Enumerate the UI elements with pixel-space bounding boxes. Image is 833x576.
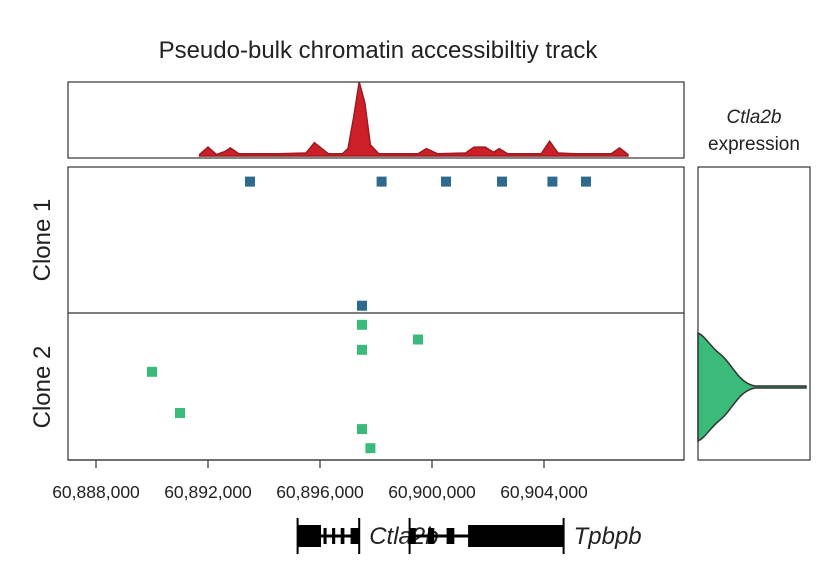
gene-0-exon — [332, 528, 336, 544]
gene-1-exon — [428, 528, 435, 544]
x-tick-label: 60,888,000 — [52, 482, 140, 502]
gene-label: Tpbpb — [574, 523, 642, 550]
clone-1-dot — [357, 300, 367, 311]
gene-0-exon — [323, 528, 327, 544]
x-axis-ticks: 60,888,000 60,892,000 60,896,000 60,900,000… — [52, 460, 588, 502]
violin-expression-label: expression — [708, 134, 800, 155]
track-frame — [67, 81, 685, 159]
clone-2-dot — [357, 344, 367, 355]
clone-2-label: Clone 2 — [29, 346, 56, 429]
clone-2-dot — [357, 424, 367, 435]
gene-0-exon — [297, 525, 321, 547]
violin-gene-label: Ctla2b — [727, 107, 782, 128]
gene-1-exon — [468, 525, 564, 547]
gene-1-exon — [409, 528, 416, 544]
clone-dots — [147, 176, 591, 454]
accessibility-track — [198, 81, 629, 157]
gene-0-exon — [340, 528, 345, 544]
clone-2-dot — [175, 408, 185, 418]
x-tick-label: 60,892,000 — [164, 482, 252, 502]
violin-frame — [697, 166, 811, 461]
clone-2-dot — [357, 319, 367, 330]
violin-body — [697, 331, 807, 443]
x-tick-label: 60,900,000 — [388, 482, 476, 502]
clone-1-dot — [547, 176, 558, 187]
clone-1-dot — [497, 176, 507, 187]
gene-1-exon — [446, 528, 455, 544]
violin-plot — [697, 331, 807, 443]
accessibility-area — [198, 81, 629, 157]
clone-1-label: Clone 1 — [29, 199, 56, 282]
clone-1-dot — [376, 176, 387, 187]
clone-1-dot — [441, 176, 451, 187]
chart-title: Pseudo-bulk chromatin accessibiltiy trac… — [159, 37, 599, 64]
clone-1-dot — [245, 176, 255, 187]
clone-2-dot — [365, 443, 376, 454]
clone-2-dot — [147, 366, 157, 377]
clone-2-dot — [413, 334, 423, 345]
x-tick-label: 60,904,000 — [500, 482, 588, 502]
gene-0-exon — [350, 528, 360, 544]
x-tick-label: 60,896,000 — [276, 482, 364, 502]
gene-models: Ctla2b Tpbpb — [296, 518, 642, 554]
clone-1-dot — [581, 176, 591, 187]
